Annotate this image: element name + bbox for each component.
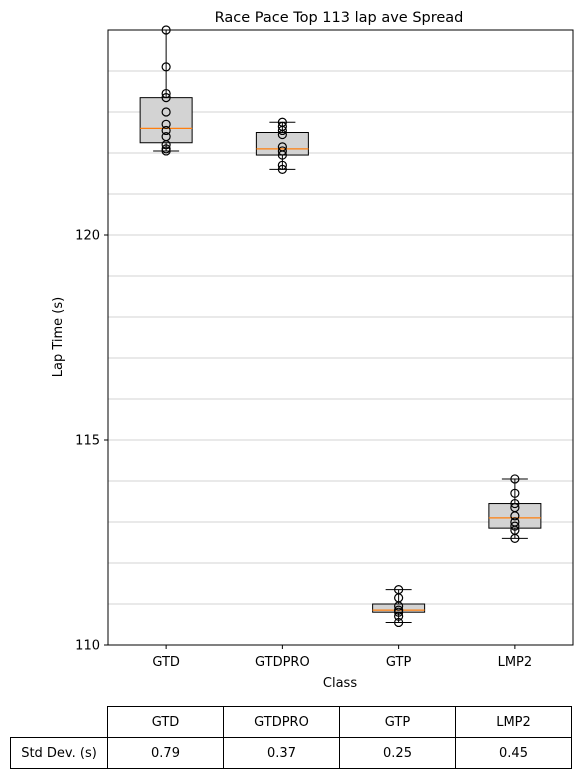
chart-title: Race Pace Top 113 lap ave Spread — [215, 10, 464, 26]
data-point — [394, 611, 404, 621]
x-tick-label: GTDPRO — [255, 655, 310, 670]
table-row: Std Dev. (s) 0.79 0.37 0.25 0.45 — [10, 737, 572, 769]
data-point — [277, 160, 287, 170]
data-point — [510, 533, 520, 544]
data-point — [277, 164, 287, 174]
box-gtd — [139, 25, 193, 156]
data-point — [510, 488, 520, 498]
x-tick-label: GTP — [386, 655, 412, 670]
data-point — [161, 107, 171, 117]
data-point — [161, 146, 171, 156]
data-point — [161, 93, 171, 103]
axes: 110 115 120 GTD GTDPRO GTP LMP2 — [75, 229, 532, 671]
data-point — [161, 62, 171, 72]
x-tick-label: GTD — [152, 655, 180, 670]
data-point — [394, 617, 404, 628]
data-point — [161, 140, 171, 150]
data-point — [161, 125, 171, 136]
y-tick-label: 110 — [75, 639, 100, 654]
table-cell: 0.37 — [223, 737, 340, 769]
y-tick-label: 120 — [75, 229, 100, 244]
data-point — [510, 521, 520, 531]
y-axis-label: Lap Time (s) — [51, 297, 66, 377]
data-point — [277, 146, 287, 156]
box-body — [255, 132, 309, 156]
data-point — [161, 119, 171, 129]
data-point — [510, 511, 520, 521]
data-point — [510, 474, 520, 484]
table-header-cell: GTD — [107, 706, 224, 738]
grid-lines — [108, 70, 573, 605]
table-header-cell: GTDPRO — [223, 706, 340, 738]
data-point — [277, 150, 287, 160]
std-dev-table: GTD GTDPRO GTP LMP2 Std Dev. (s) 0.79 0.… — [10, 706, 572, 769]
table-header-row: GTD GTDPRO GTP LMP2 — [11, 706, 572, 738]
box-gtdpro — [255, 117, 309, 174]
box-gtp — [372, 585, 426, 628]
data-point — [161, 88, 171, 99]
data-point — [277, 125, 287, 136]
table-row-label: Std Dev. (s) — [10, 737, 108, 769]
box-lmp2 — [488, 474, 542, 544]
data-point — [510, 498, 520, 509]
x-tick-label: LMP2 — [498, 655, 533, 670]
x-axis-label: Class — [323, 676, 357, 690]
plot-frame — [107, 29, 574, 646]
data-point — [394, 607, 404, 617]
table-header-cell: GTP — [339, 706, 456, 738]
data-point — [394, 601, 404, 611]
table-header-cell: LMP2 — [455, 706, 572, 738]
table-cell: 0.79 — [107, 737, 224, 769]
data-point — [277, 129, 287, 140]
boxes — [139, 25, 542, 628]
table-cell: 0.45 — [455, 737, 572, 769]
table-cell: 0.25 — [339, 737, 456, 769]
box-plot-chart: Race Pace Top 113 lap ave Spread 1101151… — [51, 10, 574, 690]
table-corner — [11, 707, 108, 738]
y-tick-label: 115 — [75, 434, 100, 449]
